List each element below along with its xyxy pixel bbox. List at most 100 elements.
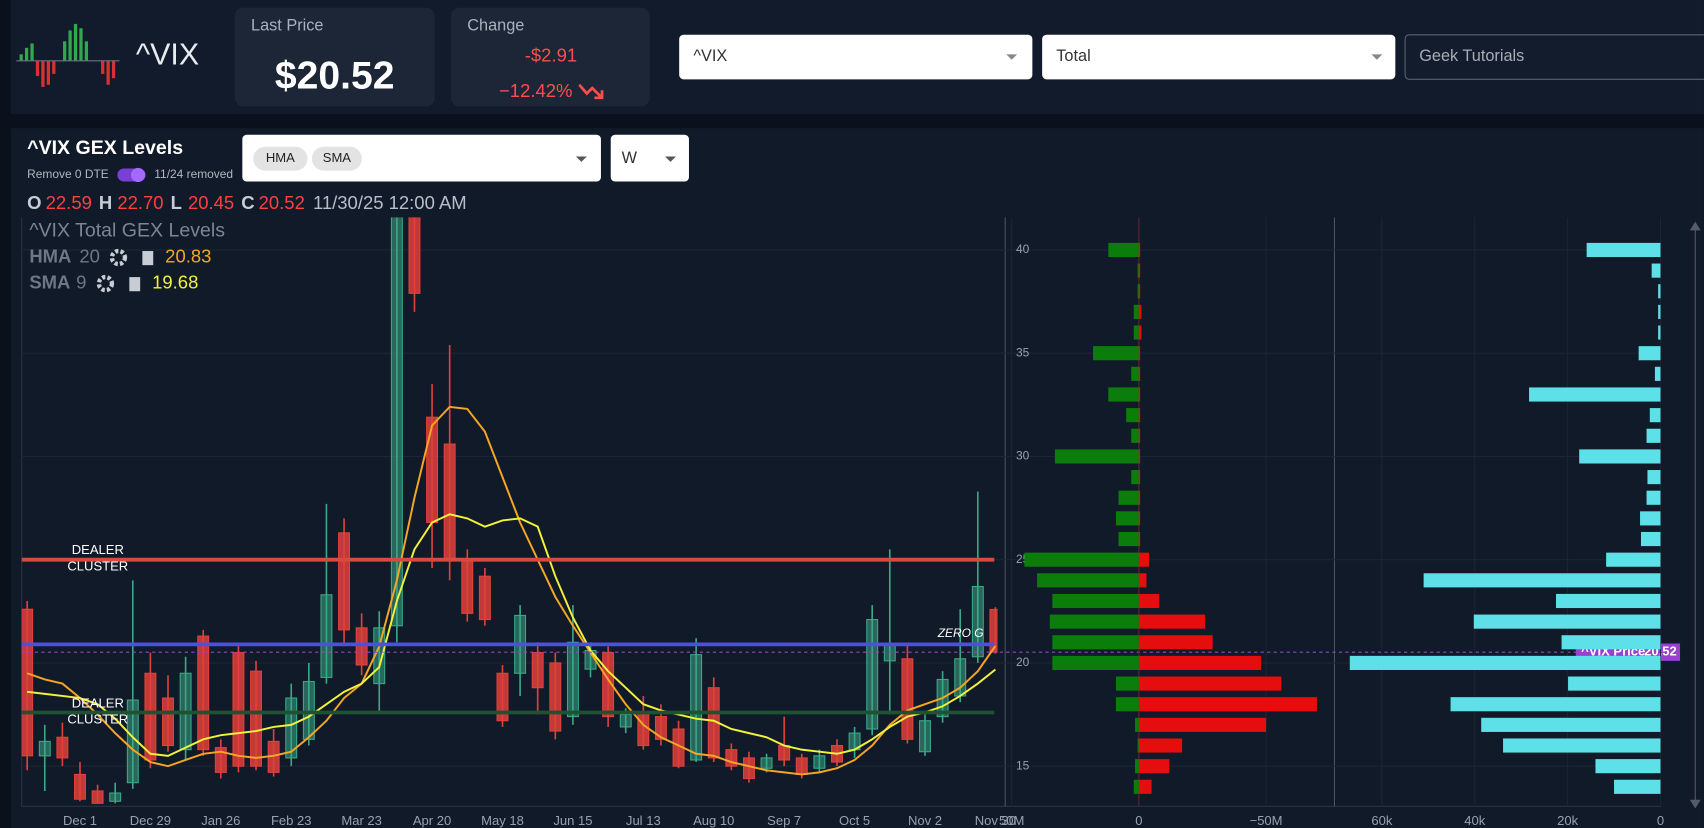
- gex-bar: [1093, 346, 1139, 361]
- change-pct: −12.42%: [499, 80, 572, 101]
- candle-body: [214, 747, 227, 773]
- select-value: Geek Tutorials: [1419, 47, 1524, 65]
- ohlc-key: H: [99, 192, 112, 213]
- interval-select[interactable]: [610, 134, 689, 182]
- gex-bar: [1137, 738, 1139, 753]
- gex-bar: [1115, 511, 1139, 526]
- ohlc-key: C: [241, 192, 254, 213]
- chevron: [665, 156, 676, 162]
- line-series: [26, 405, 997, 776]
- gex-bar: [1640, 531, 1661, 547]
- gex-bar: [1133, 325, 1139, 340]
- ohlc-key: L: [171, 192, 182, 213]
- x-tick-label: 50M: [999, 813, 1024, 828]
- symbol-select[interactable]: [679, 34, 1033, 80]
- candle-body: [162, 697, 174, 747]
- candle-body: [919, 720, 931, 753]
- candle-body: [144, 672, 157, 761]
- gex-bar: [1646, 490, 1661, 505]
- last-price: $20.52: [275, 55, 395, 98]
- gex-bar: [1138, 263, 1141, 278]
- candle-body: [478, 575, 491, 621]
- candle-body: [338, 532, 351, 631]
- candle-body: [971, 585, 984, 658]
- x-tick-label: Jun 15: [553, 813, 592, 828]
- gex-bar: [1138, 490, 1141, 505]
- candle-body: [795, 757, 808, 775]
- source-select[interactable]: [1404, 34, 1704, 80]
- candle-body: [408, 217, 421, 294]
- legend-name: HMA: [29, 245, 71, 266]
- gex-bar: [1423, 573, 1661, 588]
- symbol: ^VIX: [136, 38, 199, 72]
- candle-body: [197, 635, 210, 751]
- gex-bar: [1503, 738, 1661, 753]
- gex-bar: [1561, 635, 1661, 650]
- gex-bar: [1638, 346, 1661, 361]
- gear-icon[interactable]: [109, 248, 128, 267]
- gex-bar: [1138, 655, 1261, 670]
- candle-body: [496, 672, 509, 722]
- gex-bar: [1568, 676, 1661, 691]
- candles: [21, 217, 998, 804]
- gex-bar: [1138, 346, 1141, 361]
- gex-bar: [1138, 717, 1267, 732]
- candle-body: [637, 711, 650, 747]
- type-select[interactable]: [1042, 34, 1396, 80]
- gex-bar: [1135, 717, 1139, 732]
- gex-bar: [1138, 304, 1142, 319]
- candle-body: [232, 652, 245, 767]
- candle-body: [813, 755, 826, 769]
- gex-bar: [1108, 387, 1139, 402]
- x-tick-label: Oct 5: [839, 813, 870, 828]
- candle-body: [742, 757, 755, 780]
- chevron: [575, 156, 587, 162]
- gex-bar: [1349, 655, 1661, 670]
- gex-bar: [1138, 366, 1141, 381]
- chip-label: SMA: [323, 150, 352, 165]
- gex-bar: [1658, 325, 1661, 340]
- ohlc-value: 20.52: [259, 192, 305, 213]
- x-tick-label: 40k: [1464, 813, 1485, 828]
- x-tick-label: 0: [1657, 813, 1664, 828]
- strike-label: 20: [1016, 655, 1030, 669]
- gex-bar: [1481, 717, 1661, 732]
- down-arrow: [578, 83, 603, 99]
- gex-bar: [1138, 242, 1141, 258]
- gex-bar: [1138, 387, 1141, 402]
- gear-icon[interactable]: [96, 274, 115, 293]
- gex-bar: [1138, 759, 1170, 774]
- candle-body: [91, 790, 104, 804]
- x-tick-label: Nov 30: [975, 813, 1016, 828]
- candle-body: [109, 792, 122, 802]
- chip[interactable]: [253, 146, 308, 171]
- select-value: Total: [1056, 47, 1090, 65]
- trash-icon[interactable]: [142, 251, 154, 266]
- gex-bar: [1138, 738, 1183, 753]
- gex-bar: [1654, 366, 1661, 381]
- strike-label: 40: [1016, 242, 1030, 256]
- gex-bar: [1137, 284, 1139, 299]
- gex-bar: [1052, 593, 1139, 609]
- candle-body: [320, 594, 333, 678]
- gex-bar: [1579, 449, 1661, 464]
- ohlc-key: O: [27, 192, 41, 213]
- gex-bar: [1049, 614, 1139, 629]
- x-tick-label: 20k: [1557, 813, 1578, 828]
- panel-title: ^VIX GEX Levels: [27, 137, 183, 159]
- gex-bar: [1658, 284, 1661, 299]
- gex-bar: [1138, 614, 1206, 629]
- trash-icon[interactable]: [129, 277, 141, 292]
- x-tick-label: Dec 1: [63, 813, 97, 828]
- gex-bar: [1131, 428, 1139, 443]
- gex-bar: [1649, 408, 1661, 423]
- legend: ^VIX Total GEX Levels HMA 20 20.83 SMA 9…: [29, 220, 225, 293]
- gex-bar: [1138, 779, 1152, 794]
- level-label: DEALER CLUSTER: [67, 695, 129, 727]
- chip[interactable]: [311, 146, 362, 171]
- candle-body: [619, 714, 632, 728]
- candle-body: [390, 217, 403, 627]
- gex-bar: [1138, 593, 1160, 609]
